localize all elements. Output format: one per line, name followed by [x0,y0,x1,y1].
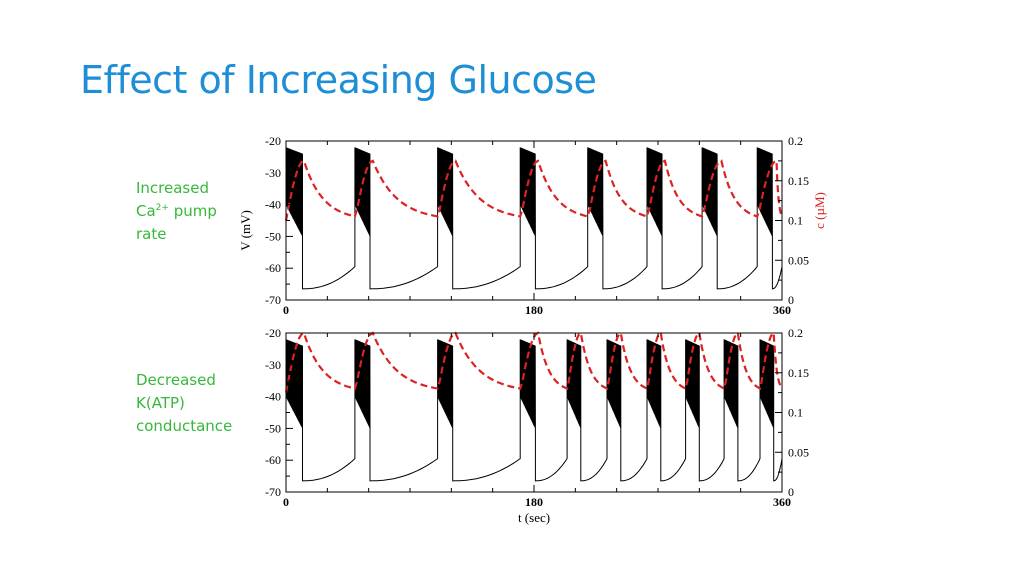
top-voltage-trace [285,147,783,290]
slide-title: Effect of Increasing Glucose [80,58,597,102]
bottom-x-tick-label: 360 [773,495,791,509]
top-y-left-title: V (mV) [238,210,253,251]
top-left-tick-label: -40 [265,198,281,212]
bottom-x-tick-label: 180 [525,495,543,509]
label-bottom-line1: Decreased [136,371,216,389]
bottom-right-tick-label: 0.2 [788,326,803,340]
top-left-tick-label: -60 [265,261,281,275]
top-right-tick-label: 0.2 [788,134,803,148]
bottom-left-tick-label: -70 [265,485,281,499]
bottom-left-tick-label: -20 [265,326,281,340]
top-left-tick-label: -20 [265,134,281,148]
top-right-tick-label: 0.15 [788,174,809,188]
top-right-tick-label: 0 [788,293,794,307]
bottom-x-title: t (sec) [518,510,550,525]
bottom-right-tick-label: 0 [788,485,794,499]
top-left-tick-label: -70 [265,293,281,307]
top-left-tick-label: -50 [265,229,281,243]
bottom-x-tick-label: 0 [283,495,289,509]
top-right-tick-label: 0.1 [788,214,803,228]
label-increased-pump-rate: Increased Ca2+ pump rate [136,177,217,246]
bottom-right-tick-label: 0.15 [788,366,809,380]
bottom-left-tick-label: -50 [265,421,281,435]
bottom-left-tick-label: -40 [265,390,281,404]
bottom-right-tick-label: 0.05 [788,445,809,459]
label-decreased-katp: Decreased K(ATP) conductance [136,369,232,438]
top-panel: -20 -30 -40 -50 -60 -70 0.2 0.15 0.1 0.05 0 0 180 360… [238,134,827,317]
top-y-right-title: c (µM) [812,192,827,229]
bottom-right-tick-label: 0.1 [788,406,803,420]
label-bottom-line3: conductance [136,417,233,435]
label-top-line2: Ca2+ pump [136,200,217,223]
top-calcium-trace [284,159,783,221]
label-top-line3: rate [136,225,167,243]
label-top-ca: Ca [136,202,156,220]
bottom-left-tick-label: -60 [265,453,281,467]
top-x-tick-label: 180 [525,303,543,317]
bottom-calcium-trace [284,331,783,393]
top-right-tick-label: 0.05 [788,253,809,267]
label-bottom-line2: K(ATP) [136,394,185,412]
top-x-tick-label: 0 [283,303,289,317]
top-left-tick-label: -30 [265,166,281,180]
label-top-ca-sup: 2+ [155,203,169,213]
bottom-left-tick-label: -30 [265,358,281,372]
label-top-line1: Increased [136,179,210,197]
bottom-panel: -20 -30 -40 -50 -60 -70 0.2 0.15 0.1 0.05 0 0 180 360… [265,326,809,525]
label-top-pump: pump [168,202,217,220]
top-x-tick-label: 360 [773,303,791,317]
